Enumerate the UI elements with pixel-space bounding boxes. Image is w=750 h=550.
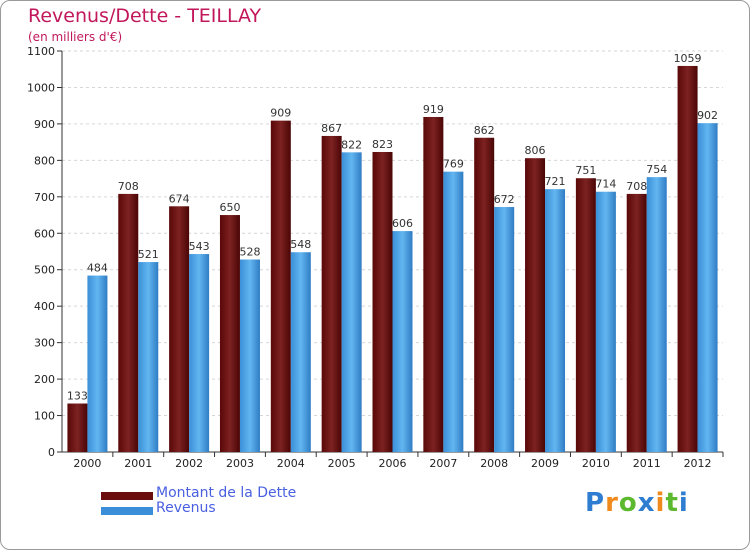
logo-letter: i [678,488,689,518]
bar-debt [118,193,139,452]
data-label-revenue: 484 [87,262,108,275]
data-label-debt: 708 [118,180,139,193]
bars [67,65,718,453]
data-labels: 133 484 708 521 674 543 650 528 909 548 867 822 823 6… [67,52,718,403]
bar-debt [321,135,342,452]
bar-revenue [87,275,108,452]
data-label-debt: 751 [575,164,596,177]
bar-revenue [290,252,311,452]
data-label-revenue: 721 [545,175,566,188]
x-tick-label: 2009 [531,457,559,470]
data-label-debt: 867 [321,122,342,135]
logo-letter: x [637,488,656,518]
data-label-debt: 650 [219,201,240,214]
y-tick-label: 600 [34,227,55,240]
bar-revenue [545,189,566,452]
y-tick-label: 800 [34,154,55,167]
data-label-revenue: 606 [392,217,413,230]
y-tick-label: 0 [48,446,55,459]
data-label-revenue: 714 [595,178,616,191]
data-label-debt: 133 [67,390,88,403]
data-label-revenue: 754 [646,163,667,176]
data-label-debt: 708 [626,180,647,193]
data-label-debt: 674 [169,192,190,205]
data-label-debt: 806 [525,144,546,157]
bar-revenue [239,259,260,452]
bar-revenue [494,207,515,452]
bar-debt [372,151,393,452]
chart-title: Revenus/Dette - TEILLAY [28,5,262,27]
x-tick-label: 2007 [429,457,457,470]
legend-swatch-revenue [101,507,153,515]
legend-label-revenue: Revenus [156,500,216,516]
bar-debt [270,120,291,453]
y-tick-label: 1000 [27,81,55,94]
x-tick-label: 2003 [226,457,254,470]
x-tick-label: 2011 [633,457,661,470]
chart-subtitle: (en milliers d'€) [28,30,123,44]
data-label-debt: 909 [270,107,291,120]
y-tick-label: 200 [34,373,55,386]
bar-debt [169,206,190,452]
data-label-revenue: 548 [290,238,311,251]
y-tick-label: 1100 [27,45,55,58]
bar-revenue [189,254,210,452]
x-axis: 2000 2001 2002 2003 2004 2005 2006 2007 2008 2009… [73,452,724,470]
bar-debt [677,65,698,453]
data-label-revenue: 902 [697,109,718,122]
logo-letter: t [665,488,679,518]
bar-debt [67,403,88,452]
bar-debt [219,215,240,452]
data-label-revenue: 822 [341,138,362,151]
bar-debt [525,158,546,452]
bar-revenue [646,177,667,452]
data-label-revenue: 769 [443,158,464,171]
data-label-debt: 1059 [674,52,702,65]
bar-revenue [341,152,362,453]
bar-revenue [392,231,413,452]
y-tick-label: 500 [34,264,55,277]
x-tick-label: 2010 [582,457,610,470]
data-label-revenue: 528 [239,246,260,259]
y-tick-label: 900 [34,118,55,131]
bar-revenue [595,191,616,452]
logo-letter: r [605,488,619,518]
proxiti-logo: Proxiti [585,488,689,518]
data-label-debt: 823 [372,138,393,151]
legend-swatch-debt [101,492,153,500]
legend-label-debt: Montant de la Dette [156,485,297,501]
logo-letter: P [585,488,606,518]
x-tick-label: 2002 [175,457,203,470]
y-axis: 0 100 200 300 400 500 600 700 800 900 1000 1100 [27,45,723,459]
data-label-debt: 919 [423,103,444,116]
bar-revenue [697,123,718,453]
x-tick-label: 2005 [328,457,356,470]
logo-letter: i [655,488,666,518]
bar-debt [474,137,495,452]
y-tick-label: 400 [34,300,55,313]
x-tick-label: 2008 [480,457,508,470]
logo-letter: o [618,488,638,518]
x-tick-label: 2000 [73,457,101,470]
x-tick-label: 2001 [124,457,152,470]
y-tick-label: 100 [34,410,55,423]
x-tick-label: 2006 [379,457,407,470]
y-tick-label: 700 [34,191,55,204]
data-label-revenue: 543 [189,240,210,253]
bar-revenue [138,262,159,452]
bar-debt [423,116,444,452]
x-tick-label: 2004 [277,457,305,470]
y-tick-label: 300 [34,337,55,350]
data-label-revenue: 672 [494,193,515,206]
bar-revenue [443,171,464,452]
data-label-debt: 862 [474,124,495,137]
x-tick-label: 2012 [684,457,712,470]
bar-debt [626,193,647,452]
bar-debt [575,178,596,452]
data-label-revenue: 521 [138,248,159,261]
